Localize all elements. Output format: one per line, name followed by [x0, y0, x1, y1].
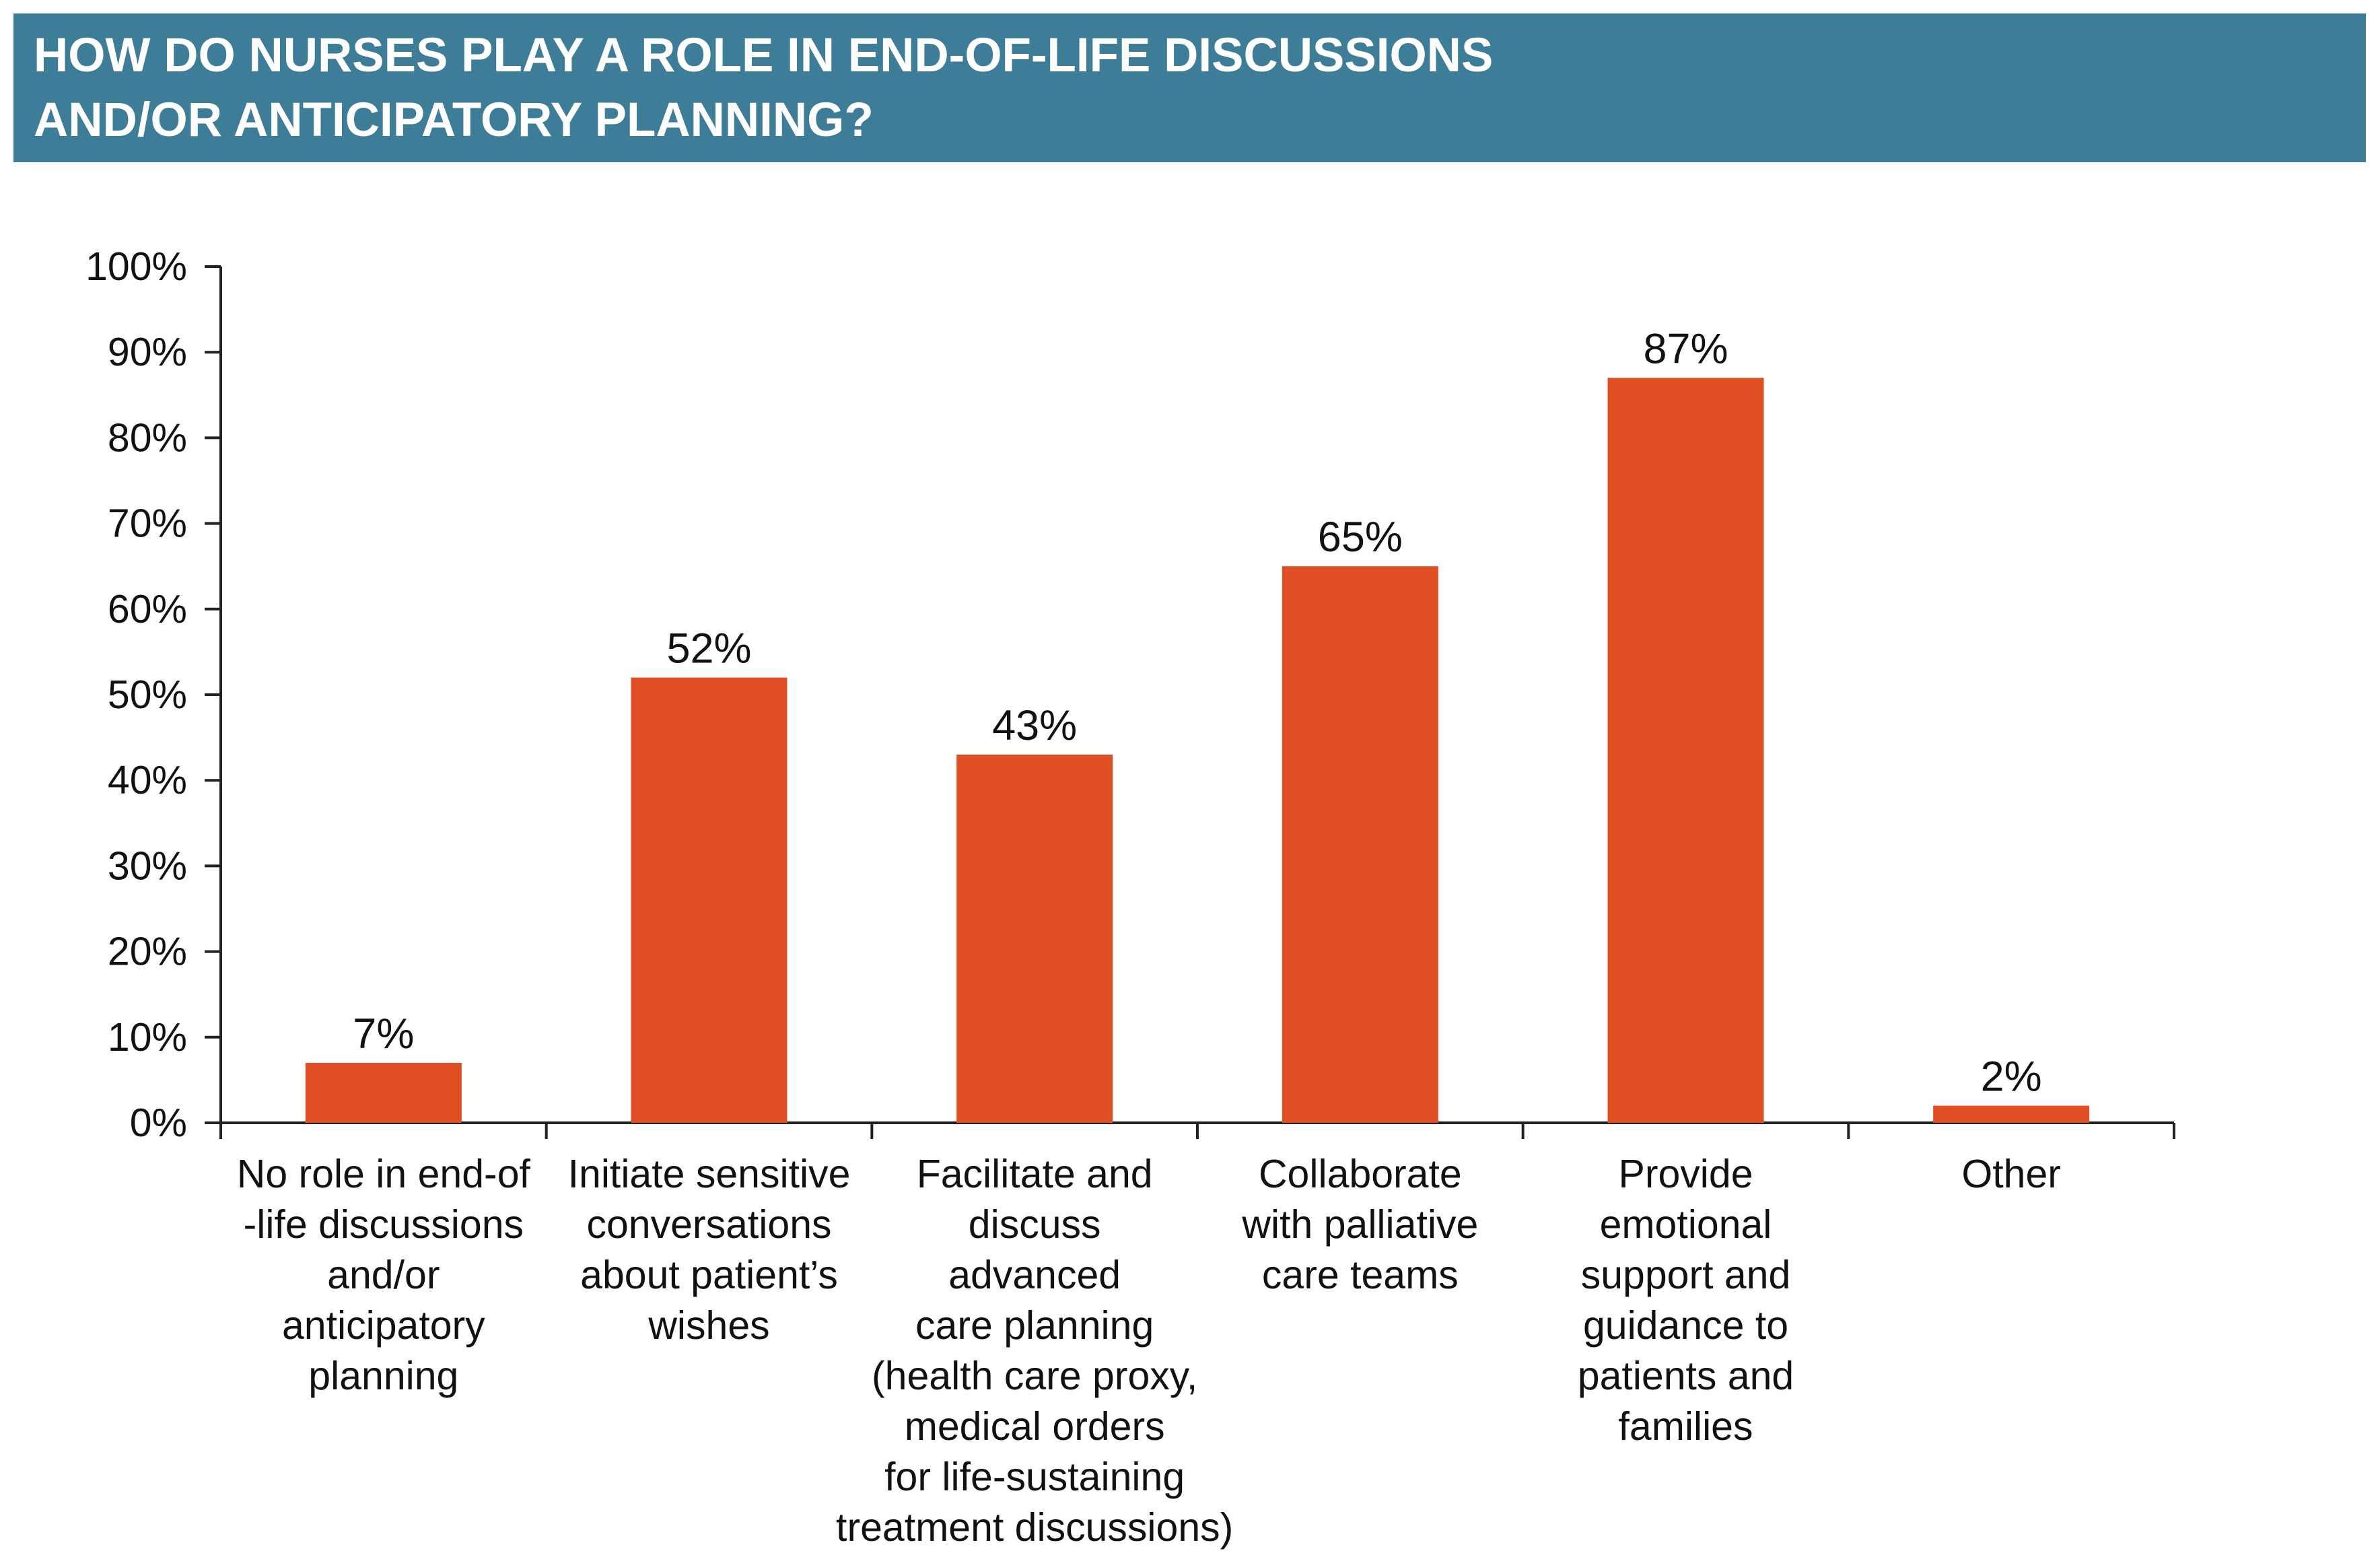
bar	[631, 677, 788, 1123]
x-category-label: Provide	[1618, 1152, 1753, 1196]
y-tick-label: 100%	[85, 244, 187, 289]
x-category-label: (health care proxy,	[872, 1354, 1197, 1398]
bar-value-label: 2%	[1981, 1053, 2042, 1101]
x-category-label: advanced	[948, 1253, 1121, 1297]
y-tick-label: 20%	[108, 930, 187, 974]
y-tick-label: 40%	[108, 758, 187, 802]
chart-axes	[205, 265, 2175, 1139]
x-category-label: -life discussions	[244, 1202, 524, 1247]
x-category-label: No role in end-of	[237, 1152, 531, 1196]
bar	[1282, 566, 1438, 1123]
chart-labels: 0% 10% 20% 30% 40% 50% 60% 70% 80% 90% 100% 7% No ro…	[85, 244, 2061, 1550]
chart-title-line-1: HOW DO NURSES PLAY A ROLE IN END-OF-LIFE…	[34, 29, 1494, 82]
bar-value-label: 43%	[992, 702, 1077, 749]
bar-value-label: 65%	[1318, 514, 1403, 561]
chart-title-banner: HOW DO NURSES PLAY A ROLE IN END-OF-LIFE…	[13, 13, 2366, 162]
x-category-label: Initiate sensitive	[568, 1152, 851, 1196]
y-tick-label: 90%	[108, 330, 187, 374]
x-category-label: support and	[1581, 1253, 1791, 1297]
y-tick-label: 80%	[108, 415, 187, 460]
x-category-label: with palliative	[1241, 1202, 1478, 1247]
bar-value-label: 7%	[353, 1010, 414, 1058]
y-tick-label: 0%	[130, 1101, 187, 1145]
x-category-label: patients and	[1578, 1354, 1794, 1398]
x-category-label: care teams	[1262, 1253, 1459, 1297]
x-category-label: Facilitate and	[917, 1152, 1153, 1196]
x-category-label: Collaborate	[1259, 1152, 1462, 1196]
x-category-label: about patient’s	[580, 1253, 838, 1297]
x-category-label: discuss	[969, 1202, 1101, 1247]
x-category-label: conversations	[586, 1202, 831, 1247]
x-category-label: and/or	[327, 1253, 440, 1297]
x-category-label: Other	[1961, 1152, 2061, 1196]
bar	[1607, 378, 1764, 1123]
bar	[956, 755, 1113, 1123]
x-category-label: care planning	[915, 1303, 1154, 1348]
chart-bars	[305, 378, 2090, 1123]
y-tick-label: 30%	[108, 843, 187, 888]
bar	[305, 1062, 462, 1123]
x-category-label: guidance to	[1583, 1303, 1788, 1348]
x-category-label: families	[1619, 1404, 1753, 1449]
x-category-label: emotional	[1600, 1202, 1772, 1247]
bar	[1933, 1105, 2090, 1123]
y-tick-label: 60%	[108, 587, 187, 631]
x-category-label: treatment discussions)	[836, 1505, 1233, 1550]
x-category-label: medical orders	[905, 1404, 1165, 1449]
x-category-label: anticipatory	[282, 1303, 485, 1348]
bar-value-label: 87%	[1643, 325, 1728, 372]
x-category-label: planning	[308, 1354, 458, 1398]
y-tick-label: 70%	[108, 501, 187, 546]
y-tick-label: 50%	[108, 672, 187, 717]
x-category-label: for life-sustaining	[884, 1455, 1185, 1499]
y-tick-label: 10%	[108, 1015, 187, 1060]
bar-value-label: 52%	[666, 625, 751, 672]
chart-title-line-2: AND/OR ANTICIPATORY PLANNING?	[34, 94, 874, 147]
x-category-label: wishes	[648, 1303, 769, 1348]
